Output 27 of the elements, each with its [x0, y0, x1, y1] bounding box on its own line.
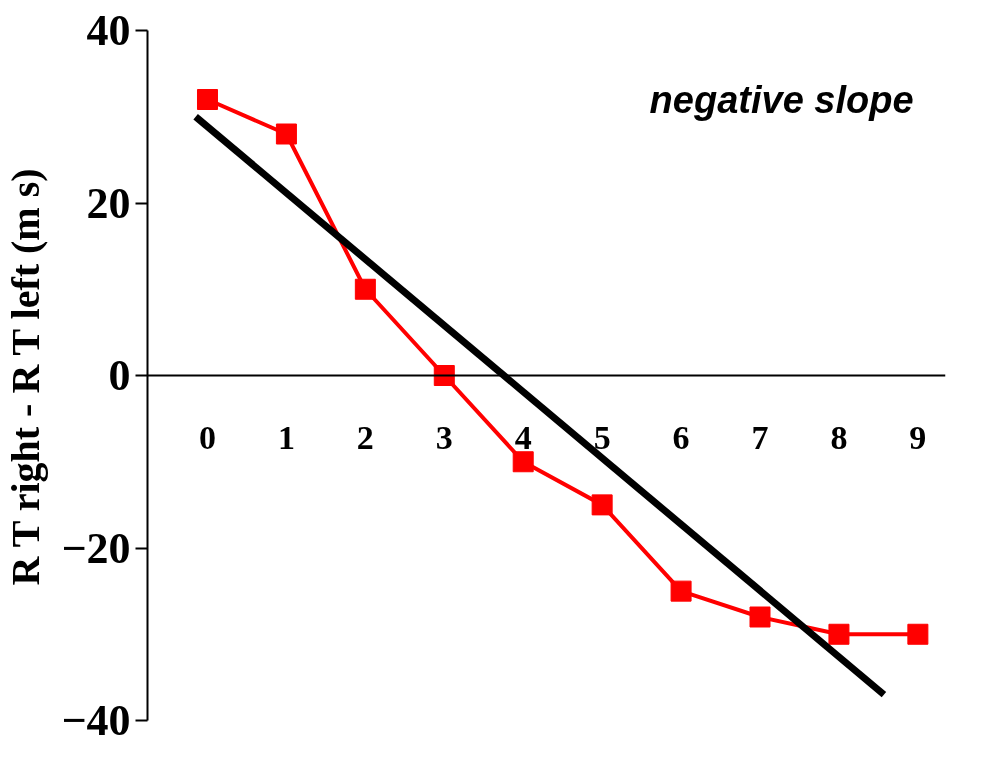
point	[512, 451, 534, 473]
x-tick-label: 2	[356, 418, 374, 456]
point	[591, 494, 613, 516]
y-tick-label: 0	[108, 351, 131, 400]
x-tick-label: 5	[593, 418, 611, 456]
x-tick-label: 1	[277, 418, 295, 456]
point	[907, 623, 929, 645]
point	[749, 606, 771, 628]
x-tick-label: 6	[672, 418, 690, 456]
point	[354, 278, 376, 300]
y-axis-title: R T right - R T left (m s)	[3, 168, 49, 586]
point	[433, 365, 455, 386]
annotation: negative slope	[649, 78, 914, 121]
y-tick-label: 20	[86, 178, 131, 228]
point	[196, 89, 218, 110]
y-tick-label: −20	[61, 523, 131, 573]
point	[828, 623, 850, 645]
x-tick-label: 0	[198, 418, 216, 456]
point	[670, 580, 692, 602]
x-tick-label: 9	[909, 418, 927, 456]
x-tick-label: 8	[830, 418, 848, 456]
point	[275, 123, 297, 145]
x-tick-label: 7	[751, 418, 769, 456]
y-tick-label: −40	[61, 696, 131, 745]
y-tick-label: 40	[86, 6, 131, 55]
x-tick-label: 4	[514, 418, 532, 456]
x-tick-label: 3	[435, 418, 453, 456]
